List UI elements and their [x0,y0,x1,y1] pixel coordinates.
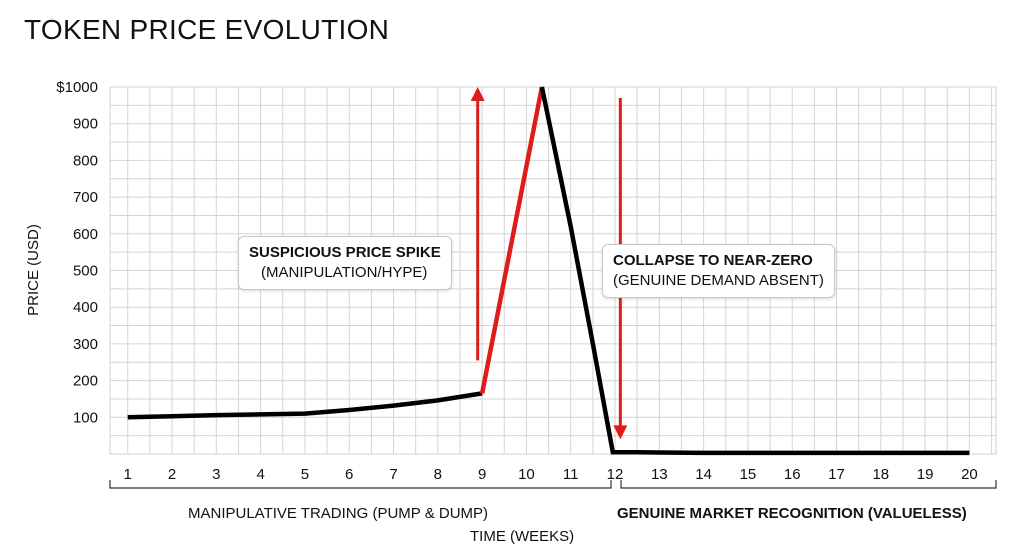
x-tick-label: 3 [212,466,220,483]
annotation-spike-subtitle: (MANIPULATION/HYPE) [261,264,428,281]
x-tick-label: 15 [740,466,757,483]
series-line-3 [539,86,970,456]
grid [109,86,997,455]
y-tick-label: 500 [73,263,98,280]
x-tick-label: 8 [434,466,442,483]
x-tick-label: 19 [917,466,934,483]
annotation-collapse-subtitle: (GENUINE DEMAND ABSENT) [613,272,824,289]
x-tick-label: 4 [256,466,264,483]
series-line-2 [479,86,545,394]
x-tick-label: 12 [607,466,624,483]
y-tick-label: 700 [73,189,98,206]
y-tick-label: 200 [73,373,98,390]
y-tick-label: $1000 [56,79,98,96]
x-tick-label: 17 [828,466,845,483]
chart-title: TOKEN PRICE EVOLUTION [24,14,390,45]
x-tick-label: 1 [124,466,132,483]
arrow-head-up [470,87,485,101]
phase-brackets [109,480,997,489]
x-axis-label: TIME (WEEKS) [470,528,575,545]
y-tick-label: 100 [73,409,98,426]
x-tick-label: 13 [651,466,668,483]
x-tick-label: 6 [345,466,353,483]
x-tick-label: 18 [872,466,889,483]
annotation-spike-title: SUSPICIOUS PRICE SPIKE [249,244,441,261]
x-tick-label: 16 [784,466,801,483]
series [127,86,970,456]
y-tick-label: 400 [73,299,98,316]
x-tick-label: 9 [478,466,486,483]
x-tick-label: 7 [389,466,397,483]
axes: 1 2 3 4 5 6 7 8 9 10 11 12 13 14 15 16 17 18 19 20100200300… [56,79,977,483]
series-line-1 [127,391,483,420]
y-tick-label: 600 [73,226,98,243]
annotation-collapse-title: COLLAPSE TO NEAR-ZERO [613,252,813,269]
arrow-head-down [613,425,628,440]
y-tick-label: 300 [73,336,98,353]
x-tick-label: 5 [301,466,309,483]
phase-bracket-genuine [620,480,997,489]
y-tick-label: 900 [73,116,98,133]
x-tick-label: 2 [168,466,176,483]
x-tick-label: 10 [518,466,535,483]
phase-bracket-manipulative [109,480,612,489]
phase-label-genuine: GENUINE MARKET RECOGNITION (VALUELESS) [617,505,967,522]
phase-label-manipulative: MANIPULATIVE TRADING (PUMP & DUMP) [188,505,489,522]
y-tick-label: 800 [73,152,98,169]
annotation-collapse: COLLAPSE TO NEAR-ZERO (GENUINE DEMAND AB… [602,244,835,298]
annotation-spike: SUSPICIOUS PRICE SPIKE (MANIPULATION/HYP… [238,236,452,290]
x-tick-label: 20 [961,466,978,483]
x-tick-label: 14 [695,466,712,483]
y-axis-label: PRICE (USD) [25,224,42,316]
x-tick-label: 11 [563,466,579,483]
